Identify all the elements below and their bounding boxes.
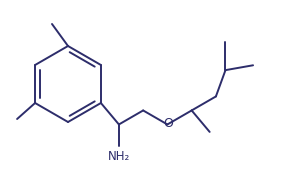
- Text: O: O: [164, 117, 173, 130]
- Text: NH₂: NH₂: [108, 151, 130, 163]
